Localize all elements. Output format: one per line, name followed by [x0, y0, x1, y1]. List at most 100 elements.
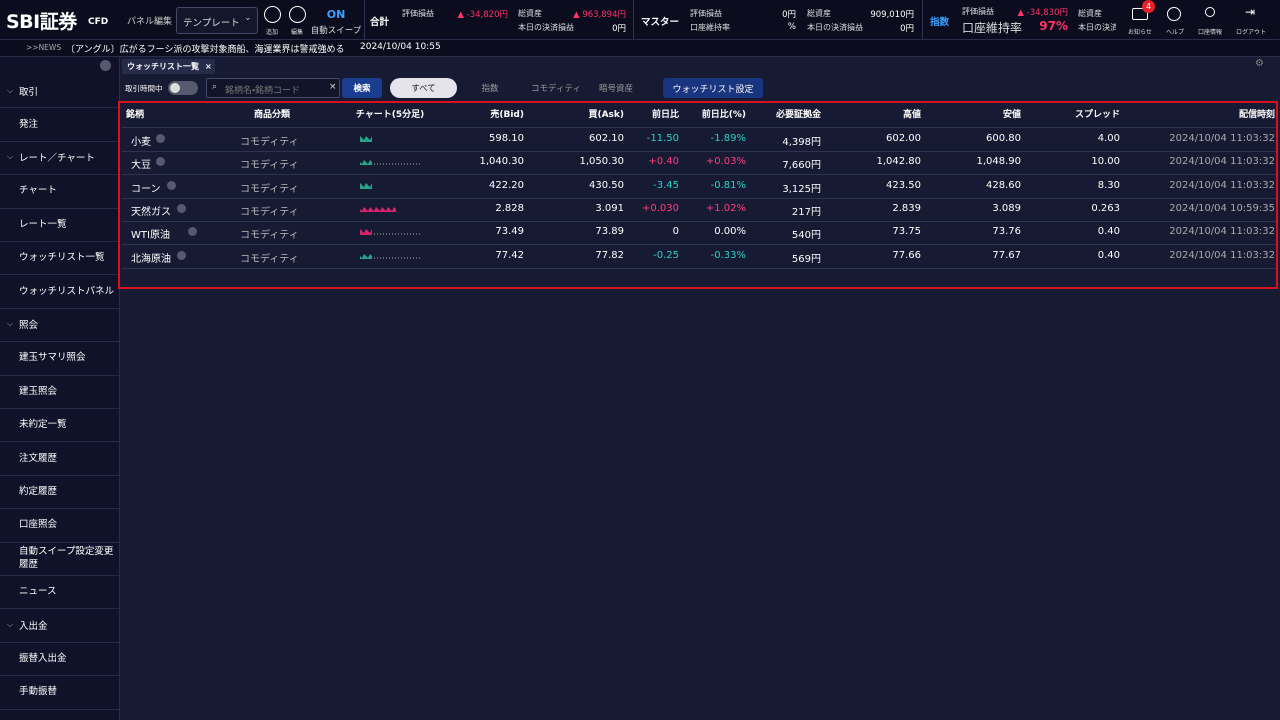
table-cell: -11.50: [646, 133, 679, 144]
symbol-name[interactable]: 小麦: [131, 137, 151, 148]
symbol-name[interactable]: コーン: [131, 183, 161, 195]
table-cell: 0.40: [1097, 249, 1120, 261]
sidebar-item[interactable]: 未約定一覧: [0, 408, 119, 443]
collapse-button[interactable]: [100, 60, 111, 71]
info-icon[interactable]: [166, 180, 176, 190]
column-header: 商品分類: [253, 110, 291, 120]
table-cell: 3.089: [992, 202, 1021, 214]
table-cell: 2024/10/04 11:03:32: [1169, 179, 1275, 191]
help-label[interactable]: ヘルプ: [1165, 29, 1185, 36]
sidebar-item[interactable]: 建玉照会: [0, 375, 119, 409]
sidebar-section[interactable]: ⌵ レート／チャート: [0, 141, 119, 176]
item-label: 発注: [19, 118, 39, 130]
info-icon[interactable]: [187, 227, 197, 237]
table-cell: 2.828: [495, 202, 524, 214]
sidebar-item[interactable]: 手動振替: [0, 675, 119, 710]
table-cell: 1,050.30: [579, 156, 624, 168]
chevron: ⌵: [7, 319, 14, 329]
table-cell: -3.45: [653, 179, 679, 191]
add-icon[interactable]: [264, 6, 281, 23]
news-headline[interactable]: 〔アングル〕広がるフーシ派の攻撃対象商船、海運業界は警戒強める: [66, 45, 345, 55]
tab-close[interactable]: ×: [205, 62, 212, 71]
item-label: ニュース: [19, 586, 57, 598]
sparkline-area: [360, 206, 396, 212]
master-pl-label: 評価損益: [690, 9, 722, 18]
template-dropdown[interactable]: テンプレート ⌄: [176, 7, 258, 34]
sparkline: [360, 136, 372, 142]
mail-icon[interactable]: [1132, 8, 1148, 20]
table-cell: コモディティ: [240, 183, 299, 195]
logout-label[interactable]: ログアウト: [1235, 29, 1267, 36]
table-cell: 2024/10/04 11:03:32: [1169, 156, 1275, 168]
symbol-name[interactable]: 大豆: [131, 160, 151, 172]
sparkline-area: [360, 182, 372, 189]
table-cell: コモディティ: [240, 160, 299, 172]
sidebar-item[interactable]: 振替入出金: [0, 642, 119, 677]
column-header: 高値: [902, 110, 921, 120]
table-cell: 2024/10/04 10:59:35: [1169, 202, 1275, 214]
edit-label: 編集: [290, 29, 304, 36]
filter-tab[interactable]: 暗号資産: [598, 84, 633, 94]
index-assets-label: 総資産: [1078, 9, 1102, 18]
item-label: レート一覧: [19, 218, 67, 230]
table-cell: 77.42: [495, 249, 524, 261]
filter-tab[interactable]: コモディティ: [531, 84, 581, 94]
column-header: 銘柄: [126, 110, 145, 120]
table-cell: -0.25: [653, 249, 679, 261]
trading-hours-toggle[interactable]: [168, 81, 198, 95]
logo[interactable]: SBI証券: [6, 11, 77, 33]
info-icon[interactable]: [177, 250, 186, 260]
sidebar-item[interactable]: 発注: [0, 107, 119, 142]
symbol-name[interactable]: WTI原油: [131, 230, 170, 242]
account-icon[interactable]: [1205, 7, 1215, 17]
sparkline-area: [360, 253, 372, 259]
column-header: 安値: [1002, 110, 1021, 120]
table-cell: 430.50: [589, 179, 624, 191]
chevron: ⌄: [244, 13, 252, 23]
sidebar-item[interactable]: 注文履歴: [0, 441, 119, 476]
item-label: 未約定一覧: [19, 419, 67, 431]
sidebar-item[interactable]: 約定履歴: [0, 475, 119, 510]
logout-icon[interactable]: ⇥: [1245, 5, 1256, 19]
index-settle-label: 本日の決済: [1078, 23, 1116, 32]
symbol-name[interactable]: 北海原油: [131, 253, 171, 265]
sidebar-item[interactable]: ニュース: [0, 575, 119, 610]
master-assets-label: 総資産: [807, 9, 831, 18]
account-label[interactable]: 口座情報: [1197, 29, 1223, 36]
sidebar-item[interactable]: ウォッチリストパネル: [0, 274, 119, 309]
sidebar-item[interactable]: ウォッチリスト一覧: [0, 241, 119, 276]
sweep-state[interactable]: ON: [326, 8, 346, 21]
sidebar-section[interactable]: ⌵ 入出金: [0, 608, 119, 643]
info-icon[interactable]: [156, 157, 165, 167]
info-icon[interactable]: [177, 203, 186, 213]
sidebar-item[interactable]: 建玉サマリ照会: [0, 341, 119, 376]
settings-icon[interactable]: ⚙: [1255, 58, 1264, 69]
search-button[interactable]: 検索: [342, 78, 382, 98]
sidebar-item[interactable]: 自動スイープ設定変更履歴: [0, 542, 119, 576]
sidebar-section[interactable]: ⌵ 照会: [0, 308, 119, 343]
item-label: ウォッチリストパネル: [19, 285, 115, 297]
watchlist-settings-button[interactable]: ウォッチリスト設定: [663, 78, 763, 98]
info-icon[interactable]: [156, 134, 165, 143]
sidebar-item[interactable]: レート一覧: [0, 208, 119, 242]
edit-icon[interactable]: [289, 6, 306, 23]
search-box[interactable]: ⌕ 銘柄名・銘柄コード ×: [206, 78, 340, 98]
table-cell: 2024/10/04 11:03:32: [1169, 133, 1275, 144]
filter-tab[interactable]: すべて: [390, 78, 457, 98]
tab[interactable]: ウォッチリスト一覧 ×: [122, 59, 215, 74]
column-header: スプレッド: [1074, 110, 1120, 120]
master-settle-label: 本日の決済損益: [807, 23, 863, 32]
separator: [364, 0, 365, 39]
filter-tab[interactable]: 指数: [481, 84, 499, 94]
symbol-name[interactable]: 天然ガス: [131, 206, 171, 218]
table-cell: -1.89%: [710, 133, 746, 144]
sidebar-item[interactable]: チャート: [0, 174, 119, 209]
total-assets-value: ▲ 963,894円: [573, 10, 626, 20]
table-cell: 73.49: [495, 226, 524, 238]
notice-label[interactable]: お知らせ: [1128, 29, 1152, 36]
index-title: 指数: [930, 17, 950, 28]
help-icon[interactable]: [1167, 7, 1181, 21]
sidebar-section[interactable]: ⌵ 取引: [0, 74, 119, 109]
table-cell: 2024/10/04 11:03:32: [1169, 226, 1275, 238]
sidebar-item[interactable]: 口座照会: [0, 508, 119, 543]
